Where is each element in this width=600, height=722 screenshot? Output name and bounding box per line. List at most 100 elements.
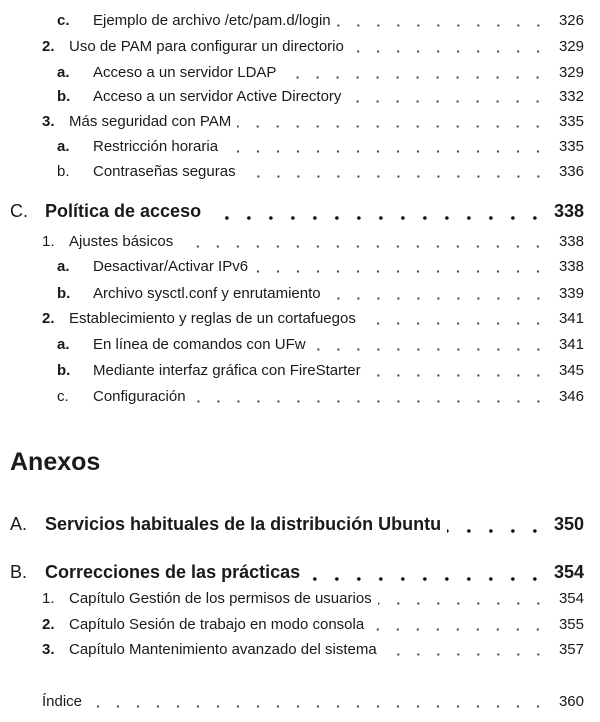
entry-page: 329 [558,64,584,81]
section-title: Servicios habituales de la distribución … [45,514,442,534]
entry-page: 354 [558,590,584,607]
toc-annex-a[interactable]: A. Servicios habituales de la distribució… [10,514,584,538]
entry-title: Configuración [93,388,186,405]
dot-leader [88,705,548,708]
entry-page: 339 [558,285,584,302]
entry-title: Más seguridad con PAM [69,113,232,130]
dot-leader [237,125,548,128]
section-letter: B. [10,562,28,582]
dot-leader [207,216,546,220]
entry-number: 1. [42,233,55,250]
dot-leader [349,50,548,53]
entry-number: a. [57,138,70,155]
toc-entry[interactable]: c. Configuración 346 [57,388,584,408]
section-page: 338 [553,201,584,221]
annexes-heading: Anexos [10,448,101,476]
entry-title: Desactivar/Activar IPv6 [93,258,249,275]
dot-leader [311,348,548,351]
toc-entry[interactable]: a. En línea de comandos con UFw 341 [57,336,584,356]
entry-page: 341 [558,310,584,327]
toc-index[interactable]: Índice 360 [42,693,584,713]
toc-entry[interactable]: 2. Uso de PAM para configurar un director… [42,38,584,58]
entry-title: Acceso a un servidor Active Directory [93,88,342,105]
entry-number: 3. [42,113,55,130]
section-title: Política de acceso [45,201,202,221]
toc-entry[interactable]: b. Mediante interfaz gráfica con FireStar… [57,362,584,382]
entry-page: 360 [558,693,584,710]
dot-leader [326,297,548,300]
dot-leader [254,270,548,273]
dot-leader [224,150,548,153]
entry-page: 326 [558,12,584,29]
entry-page: 357 [558,641,584,658]
entry-number: 1. [42,590,55,607]
entry-page: 345 [558,362,584,379]
toc-entry[interactable]: b. Acceso a un servidor Active Directory 3… [57,88,584,108]
entry-title: Acceso a un servidor LDAP [93,64,277,81]
entry-page: 336 [558,163,584,180]
entry-page: 335 [558,138,584,155]
entry-number: c. [57,388,69,405]
entry-page: 329 [558,38,584,55]
entry-number: 2. [42,616,55,633]
entry-title: Ejemplo de archivo /etc/pam.d/login [93,12,331,29]
toc-entry[interactable]: a. Acceso a un servidor LDAP 329 [57,64,584,84]
toc-entry[interactable]: 2. Establecimiento y reglas de un cortafu… [42,310,584,330]
toc-entry[interactable]: a. Restricción horaria 335 [57,138,584,158]
entry-title: Contraseñas seguras [93,163,236,180]
entry-number: a. [57,64,70,81]
entry-number: b. [57,362,71,379]
entry-number: b. [57,285,71,302]
entry-page: 338 [558,258,584,275]
section-title: Correcciones de las prácticas [45,562,301,582]
toc-entry[interactable]: 2. Capítulo Sesión de trabajo en modo con… [42,616,584,636]
entry-number: 2. [42,38,55,55]
entry-title: Mediante interfaz gráfica con FireStarte… [93,362,361,379]
entry-number: b. [57,88,71,105]
entry-title: Ajustes básicos [69,233,174,250]
dot-leader [336,24,548,27]
entry-title: En línea de comandos con UFw [93,336,306,353]
dot-leader [241,175,548,178]
toc-entry[interactable]: 3. Más seguridad con PAM 335 [42,113,584,133]
dot-leader [382,653,548,656]
entry-number: 3. [42,641,55,658]
dot-leader [370,628,548,631]
section-page: 354 [553,562,584,582]
entry-page: 341 [558,336,584,353]
entry-title: Uso de PAM para configurar un directorio [69,38,344,55]
entry-number: a. [57,258,70,275]
toc-entry[interactable]: b. Archivo sysctl.conf y enrutamiento 339 [57,285,584,305]
entry-title: Capítulo Mantenimiento avanzado del sist… [69,641,377,658]
section-page: 350 [553,514,584,534]
toc-entry[interactable]: 1. Ajustes básicos 338 [42,233,584,253]
entry-number: b. [57,163,70,180]
entry-number: c. [57,12,70,29]
dot-leader [366,374,548,377]
entry-number: 2. [42,310,55,327]
entry-page: 332 [558,88,584,105]
toc-entry[interactable]: 1. Capítulo Gestión de los permisos de us… [42,590,584,610]
entry-page: 335 [558,113,584,130]
toc-entry[interactable]: b. Contraseñas seguras 336 [57,163,584,183]
entry-number: a. [57,336,70,353]
entry-title: Capítulo Gestión de los permisos de usua… [69,590,372,607]
entry-title: Restricción horaria [93,138,219,155]
dot-leader [377,602,548,605]
toc-entry[interactable]: 3. Capítulo Mantenimiento avanzado del si… [42,641,584,661]
entry-page: 338 [558,233,584,250]
toc-section-c[interactable]: C. Política de acceso 338 [10,201,584,225]
toc-entry[interactable]: a. Desactivar/Activar IPv6 338 [57,258,584,278]
dot-leader [306,577,546,581]
entry-title: Establecimiento y reglas de un cortafueg… [69,310,356,327]
toc-annex-b[interactable]: B. Correcciones de las prácticas 354 [10,562,584,586]
entry-title: Índice [42,693,83,710]
toc-entry[interactable]: c. Ejemplo de archivo /etc/pam.d/login 326 [57,12,584,32]
dot-leader [447,529,546,533]
dot-leader [179,245,548,248]
dot-leader [347,100,548,103]
dot-leader [361,322,548,325]
dot-leader [282,76,548,79]
section-letter: A. [10,514,28,534]
entry-title: Capítulo Sesión de trabajo en modo conso… [69,616,365,633]
